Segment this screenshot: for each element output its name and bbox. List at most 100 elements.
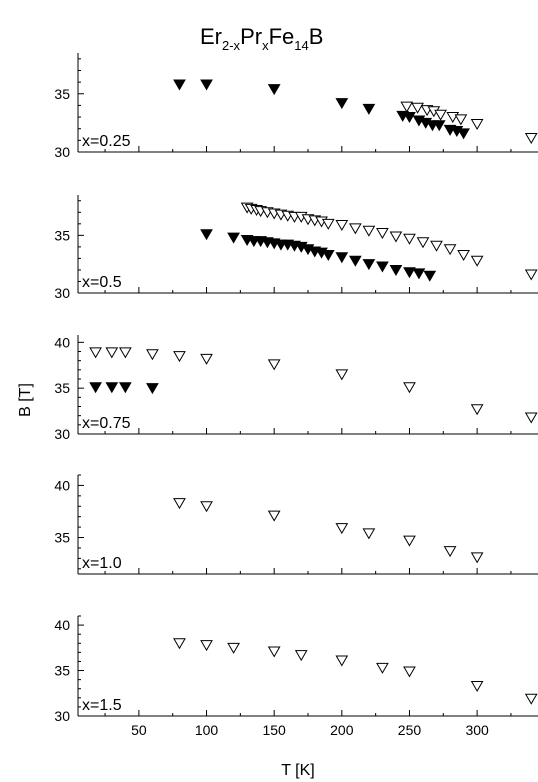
panel-label: x=0.75 <box>82 415 131 432</box>
y-tick-label: 30 <box>54 285 70 301</box>
data-point-open <box>267 359 281 371</box>
x-tick-label: 50 <box>131 722 147 738</box>
data-point-filled <box>335 98 349 110</box>
data-point-open <box>118 347 132 359</box>
panel-label: x=0.25 <box>82 133 131 150</box>
data-point-open <box>227 642 240 654</box>
y-tick-label: 30 <box>54 144 70 160</box>
data-point-open <box>443 546 457 558</box>
data-point-open <box>200 640 213 652</box>
data-point-filled <box>200 229 213 241</box>
data-point-open <box>416 237 430 249</box>
data-point-open <box>173 638 186 650</box>
y-tick-label: 35 <box>54 227 70 243</box>
data-point-filled <box>412 268 426 280</box>
data-point-filled <box>200 79 213 91</box>
data-point-filled <box>362 103 376 115</box>
x-tick-label: 300 <box>465 722 489 738</box>
data-point-filled <box>146 383 159 395</box>
y-tick-label: 40 <box>54 617 70 633</box>
data-point-open <box>403 382 416 394</box>
data-point-open <box>321 218 335 230</box>
x-axis-title: T [K] <box>281 762 315 779</box>
data-point-filled <box>267 84 281 96</box>
panels: 30 35 x=0.25 30 35 x=0.5 30 35 40 x=0.75 35 40 x=1.0… <box>54 53 538 738</box>
data-point-open <box>294 650 308 662</box>
data-point-filled <box>389 264 403 276</box>
data-point-open <box>400 101 414 113</box>
data-point-open <box>173 351 186 363</box>
data-point-open <box>335 219 349 231</box>
data-point-open <box>403 535 416 547</box>
data-point-open <box>200 353 213 365</box>
data-point-open <box>146 349 159 361</box>
panel-label: x=1.5 <box>82 697 122 714</box>
y-tick-label: 30 <box>54 426 70 442</box>
y-tick-label: 30 <box>54 708 70 724</box>
data-point-filled <box>118 382 132 394</box>
y-tick-label: 35 <box>54 380 70 396</box>
data-point-open <box>362 225 376 237</box>
data-point-filled <box>227 232 240 244</box>
data-point-open <box>376 228 389 240</box>
data-point-open <box>434 109 447 121</box>
data-point-open <box>376 662 389 674</box>
data-point-filled <box>348 255 362 267</box>
data-point-open <box>403 666 416 678</box>
data-point-filled <box>173 79 186 91</box>
x-tick-label: 250 <box>398 722 422 738</box>
panel-0: 30 35 x=0.25 <box>54 53 538 160</box>
x-tick-label: 200 <box>330 722 354 738</box>
data-point-open <box>524 412 538 424</box>
panel-label: x=0.5 <box>82 274 122 291</box>
data-point-open <box>411 102 424 114</box>
y-tick-label: 40 <box>54 477 70 493</box>
data-point-filled <box>321 249 335 261</box>
data-point-filled <box>403 267 416 279</box>
data-point-open <box>524 133 538 145</box>
x-tick-label: 100 <box>195 722 219 738</box>
data-point-open <box>470 119 484 131</box>
panel-1: 30 35 x=0.5 <box>54 195 538 301</box>
x-tick-label: 150 <box>262 722 286 738</box>
y-axis-title: B [T] <box>17 383 34 417</box>
data-point-open <box>524 269 538 281</box>
data-point-open <box>200 501 213 513</box>
data-point-filled <box>335 252 349 264</box>
data-point-filled <box>362 259 376 271</box>
data-point-open <box>470 404 484 416</box>
data-point-open <box>457 249 470 261</box>
data-point-open <box>454 114 468 126</box>
panel-4: 30 35 40 50 100 150 200 250 300 x=1.5 <box>54 615 538 738</box>
y-tick-label: 40 <box>54 334 70 350</box>
data-point-open <box>335 523 349 535</box>
data-point-filled <box>89 382 102 394</box>
data-point-open <box>267 646 281 658</box>
data-point-open <box>348 223 362 235</box>
data-point-open <box>335 369 349 381</box>
data-point-open <box>362 528 376 540</box>
y-tick-label: 35 <box>54 86 70 102</box>
data-point-open <box>403 233 416 245</box>
panel-label: x=1.0 <box>82 555 122 572</box>
data-point-open <box>389 231 403 243</box>
data-point-filled <box>423 270 437 282</box>
panel-3: 35 40 x=1.0 <box>54 474 538 575</box>
data-point-filled <box>403 112 416 124</box>
data-point-open <box>89 347 102 359</box>
data-point-open <box>173 498 186 510</box>
data-point-open <box>335 655 349 667</box>
data-point-filled <box>105 382 119 394</box>
panel-2: 30 35 40 x=0.75 <box>54 334 538 442</box>
data-point-filled <box>376 261 389 273</box>
y-tick-label: 35 <box>54 530 70 546</box>
data-point-filled <box>457 128 470 140</box>
data-point-open <box>470 552 484 564</box>
y-tick-label: 35 <box>54 663 70 679</box>
data-point-open <box>443 244 457 256</box>
data-point-open <box>470 681 484 692</box>
data-point-open <box>105 347 119 359</box>
data-point-open <box>470 255 484 267</box>
data-point-open <box>267 510 281 522</box>
